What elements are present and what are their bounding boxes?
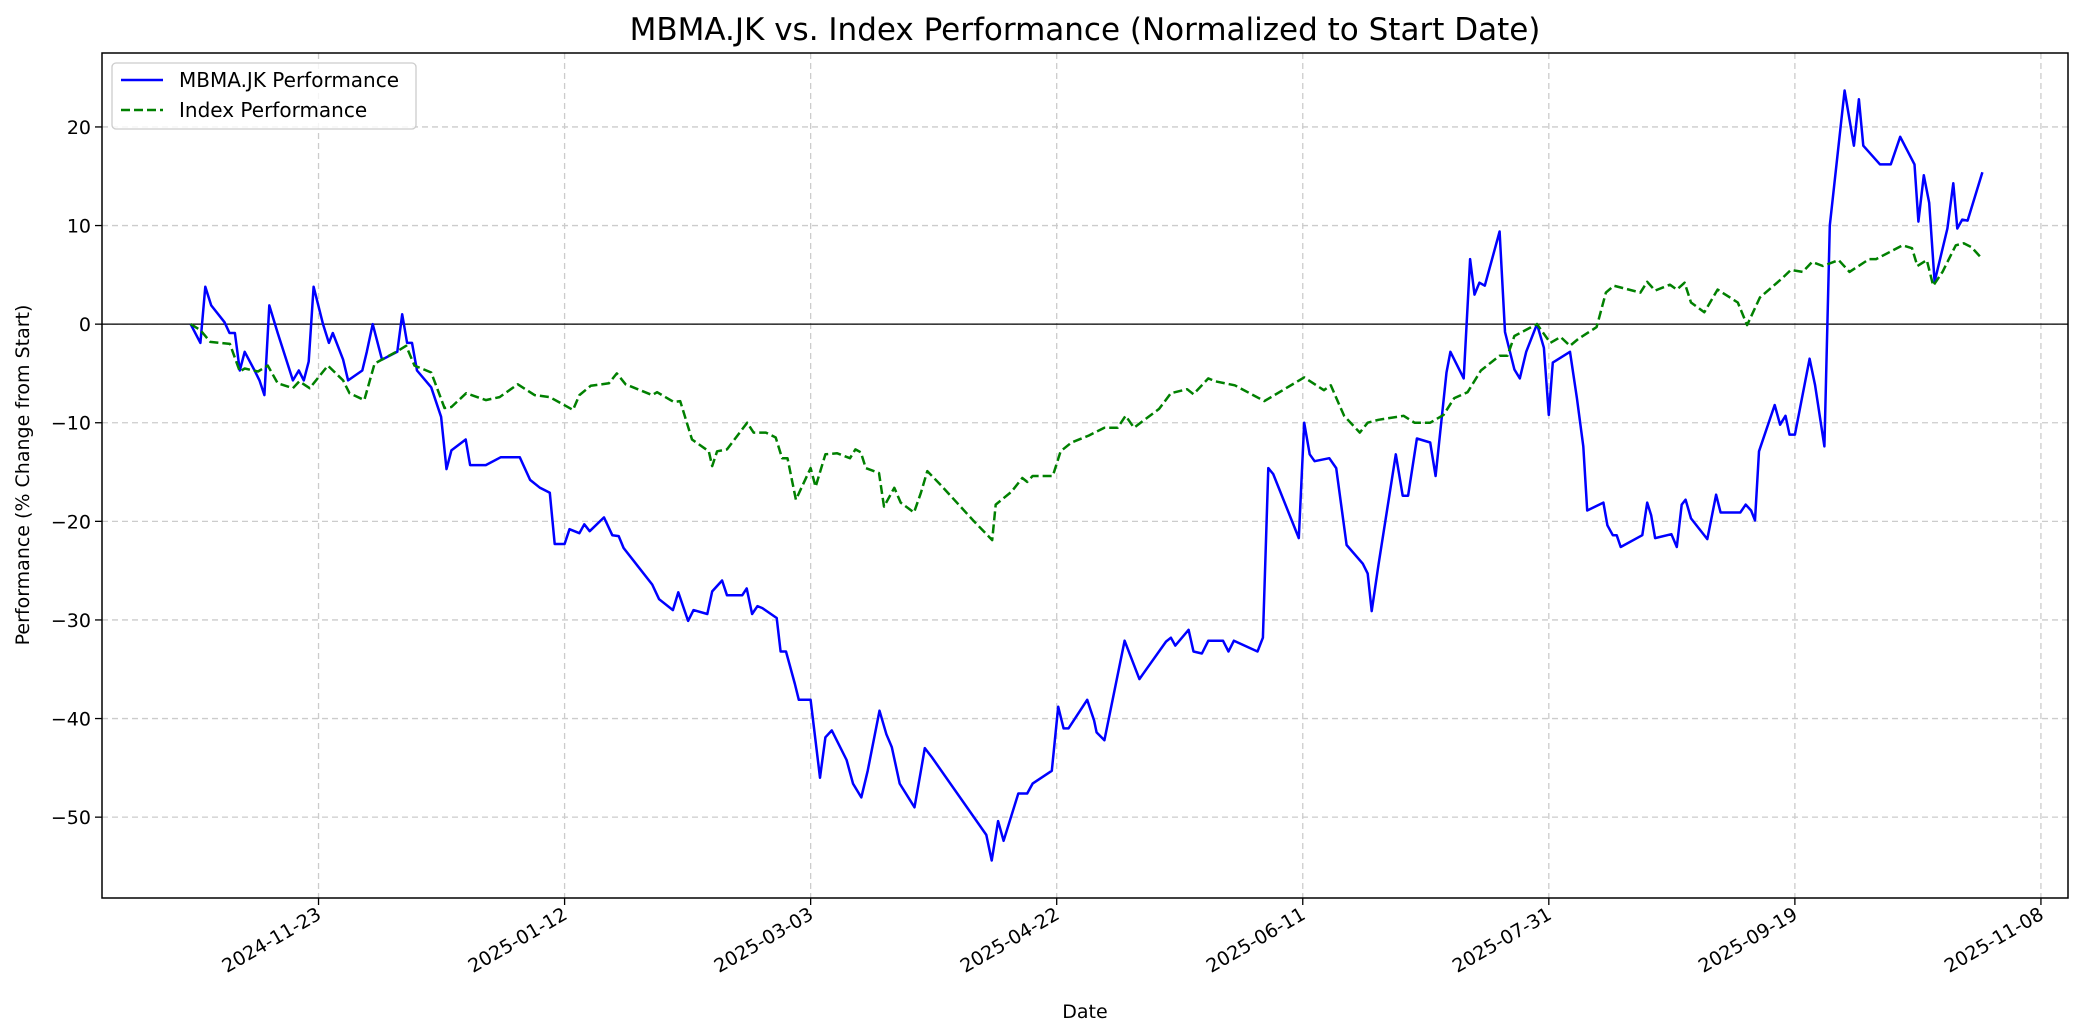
x-tick-label: 2025-06-11	[1203, 903, 1310, 977]
series-line-index	[189, 242, 1984, 542]
x-tick-label: 2025-01-12	[464, 903, 571, 977]
x-axis-label: Date	[1062, 1001, 1107, 1023]
x-tick-label: 2025-04-22	[957, 903, 1064, 977]
x-tick-label: 2025-03-03	[711, 903, 818, 977]
legend-box	[111, 62, 417, 130]
x-tick-label: 2025-07-31	[1449, 903, 1556, 977]
series-line-mbma	[189, 89, 1984, 862]
y-tick-label: −20	[51, 511, 91, 533]
chart-title: MBMA.JK vs. Index Performance (Normalize…	[630, 12, 1541, 48]
x-tick-label: 2024-11-23	[218, 903, 325, 977]
legend-label-index: Index Performance	[179, 98, 367, 122]
y-axis-ticks: 20 10 0 −10 −20 −30 −40 −50	[51, 117, 102, 829]
x-tick-label: 2025-11-08	[1941, 903, 2048, 977]
series-layer	[189, 89, 1984, 862]
y-tick-label: −50	[51, 807, 91, 829]
y-tick-label: 0	[79, 314, 91, 336]
grid	[102, 53, 2068, 898]
plot-frame	[101, 52, 2069, 899]
y-tick-label: 20	[67, 117, 91, 139]
y-tick-label: −40	[51, 709, 91, 731]
y-tick-label: −30	[51, 610, 91, 632]
x-tick-label: 2025-09-19	[1695, 903, 1802, 977]
x-axis-ticks: 2024-11-23 2025-01-12 2025-03-03 2025-04-22…	[218, 898, 2047, 978]
y-tick-label: 10	[67, 216, 91, 238]
y-axis-label: Performance (% Change from Start)	[12, 305, 34, 646]
legend-label-mbma: MBMA.JK Performance	[179, 68, 399, 92]
legend: MBMA.JK Performance Index Performance	[111, 62, 417, 130]
y-tick-label: −10	[51, 413, 91, 435]
